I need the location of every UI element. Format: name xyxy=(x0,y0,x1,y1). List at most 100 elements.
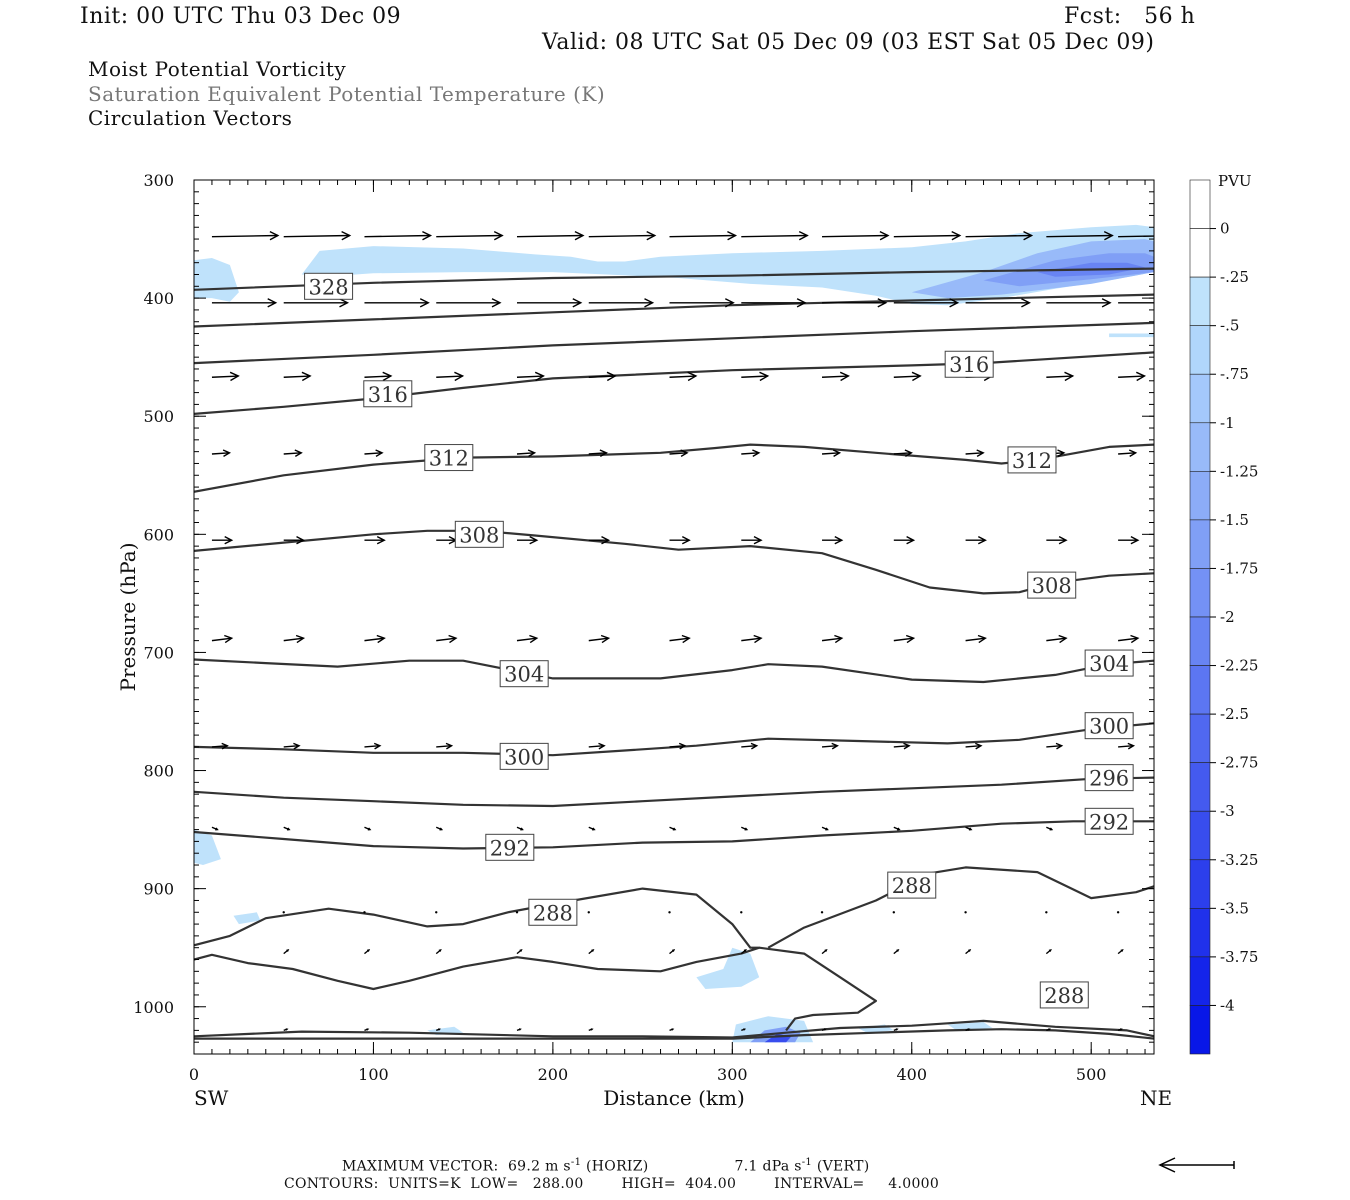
circulation-vector xyxy=(515,911,519,914)
circulation-vector xyxy=(741,449,761,458)
theta-e-contour-13 xyxy=(194,776,1154,808)
theta-e-contour-14 xyxy=(194,820,1154,850)
contour-label: 316 xyxy=(368,383,408,407)
colorbar-label: -3 xyxy=(1220,802,1235,820)
circulation-vector xyxy=(436,634,458,644)
theta-e-contour-19 xyxy=(194,1019,1154,1039)
circulation-vector xyxy=(822,535,844,545)
contour-label-box xyxy=(1039,981,1089,1009)
y-tick-label: 800 xyxy=(143,762,174,781)
contour-info: CONTOURS: UNITS=K LOW= 288.00 HIGH= 404.… xyxy=(284,1176,940,1192)
circulation-vector xyxy=(436,742,454,750)
circulation-vector xyxy=(436,371,465,382)
circulation-vector xyxy=(516,371,545,382)
circulation-vector xyxy=(211,535,234,545)
field-title-pv: Moist Potential Vorticity xyxy=(88,57,347,81)
colorbar-swatch xyxy=(1189,956,1211,1006)
circulation-vector xyxy=(364,230,433,241)
x-tick-label: 300 xyxy=(717,1065,748,1084)
contour-label: 292 xyxy=(1089,810,1129,834)
circulation-vector xyxy=(669,948,676,955)
reference-vector-arrow xyxy=(1158,1157,1235,1173)
circulation-vector xyxy=(283,742,301,750)
circulation-vector xyxy=(1046,371,1075,382)
contour-label-box xyxy=(499,742,549,770)
colorbar-label: 0 xyxy=(1220,220,1230,238)
contour-label: 304 xyxy=(504,663,544,687)
colorbar-label: -.75 xyxy=(1220,365,1249,383)
colorbar-swatch xyxy=(1189,276,1211,326)
circulation-vector xyxy=(1118,634,1140,644)
circulation-vector xyxy=(965,298,1031,308)
contour-label: 296 xyxy=(1089,767,1129,791)
colorbar-label: -1 xyxy=(1220,414,1235,432)
circulation-vector xyxy=(588,1028,594,1032)
circulation-vector xyxy=(893,742,911,750)
contour-label-box xyxy=(1084,807,1134,835)
colorbar-swatch xyxy=(1189,325,1211,375)
circulation-vector xyxy=(1046,298,1112,308)
circulation-vector xyxy=(211,634,234,644)
colorbar-label: -4 xyxy=(1220,996,1235,1014)
theta-e-contour-2 xyxy=(194,321,1154,365)
contour-label: 328 xyxy=(309,275,349,299)
pv-region-0 xyxy=(194,258,239,302)
max-vector-readout: MAXIMUM VECTOR: 69.2 m s-1 (HORIZ) 7.1 dP… xyxy=(342,1157,870,1175)
pv-region-7 xyxy=(233,912,261,925)
colorbar-label: -2.5 xyxy=(1220,705,1249,723)
circulation-vector xyxy=(821,634,844,644)
circulation-vector xyxy=(669,634,691,644)
circulation-vector xyxy=(741,742,759,750)
circulation-vector xyxy=(364,1028,370,1032)
contour-label-box xyxy=(424,444,474,472)
colorbar-label: -1.75 xyxy=(1220,559,1258,577)
circulation-vector xyxy=(965,1028,971,1032)
contour-label-box xyxy=(1084,712,1134,740)
y-tick-label: 300 xyxy=(143,171,174,190)
colorbar-swatch xyxy=(1189,373,1211,424)
circulation-vector xyxy=(211,371,240,382)
circulation-vector xyxy=(741,1028,747,1032)
circulation-vector xyxy=(669,742,687,750)
circulation-vector xyxy=(741,826,749,831)
circulation-vector xyxy=(965,449,985,458)
colorbar-label: -3.75 xyxy=(1220,948,1258,966)
colorbar-label: -3.5 xyxy=(1220,899,1249,917)
circulation-vector xyxy=(588,449,608,458)
field-title-vectors: Circulation Vectors xyxy=(88,106,293,130)
contour-label-box xyxy=(363,380,413,408)
colorbar-swatch xyxy=(1189,568,1211,618)
circulation-vector xyxy=(211,298,278,308)
circulation-vector xyxy=(740,948,747,955)
circulation-vector xyxy=(364,634,386,644)
colorbar-swatch xyxy=(1189,228,1211,278)
colorbar-label: -2.25 xyxy=(1220,657,1258,675)
circulation-vector xyxy=(821,1028,827,1032)
circulation-vector xyxy=(1045,911,1048,914)
theta-e-contour-3 xyxy=(194,351,1154,415)
circulation-vector xyxy=(822,298,888,308)
theta-e-contour-20 xyxy=(194,1028,1154,1040)
theta-e-contour-18 xyxy=(759,946,878,1032)
circulation-vector xyxy=(436,298,502,308)
circulation-vector xyxy=(282,911,285,914)
x-tick-label: 200 xyxy=(538,1065,569,1084)
contour-label-box xyxy=(304,272,354,300)
contour-label-box xyxy=(887,871,937,899)
circulation-vector xyxy=(364,742,382,750)
contour-label-box xyxy=(485,833,535,861)
colorbar-swatch xyxy=(1189,519,1211,569)
circulation-vector xyxy=(283,230,352,241)
circulation-vector xyxy=(821,948,828,955)
contour-label: 308 xyxy=(1032,574,1072,598)
circulation-vector xyxy=(364,298,430,308)
circulation-vector xyxy=(283,449,303,458)
colorbar-swatch xyxy=(1189,810,1211,861)
circulation-vector xyxy=(893,230,962,241)
contour-label: 312 xyxy=(1012,449,1052,473)
circulation-vector xyxy=(1045,948,1052,955)
circulation-vector xyxy=(740,911,743,914)
y-tick-label: 400 xyxy=(143,289,174,308)
contour-label: 300 xyxy=(1089,715,1129,739)
circulation-vector xyxy=(364,826,372,831)
